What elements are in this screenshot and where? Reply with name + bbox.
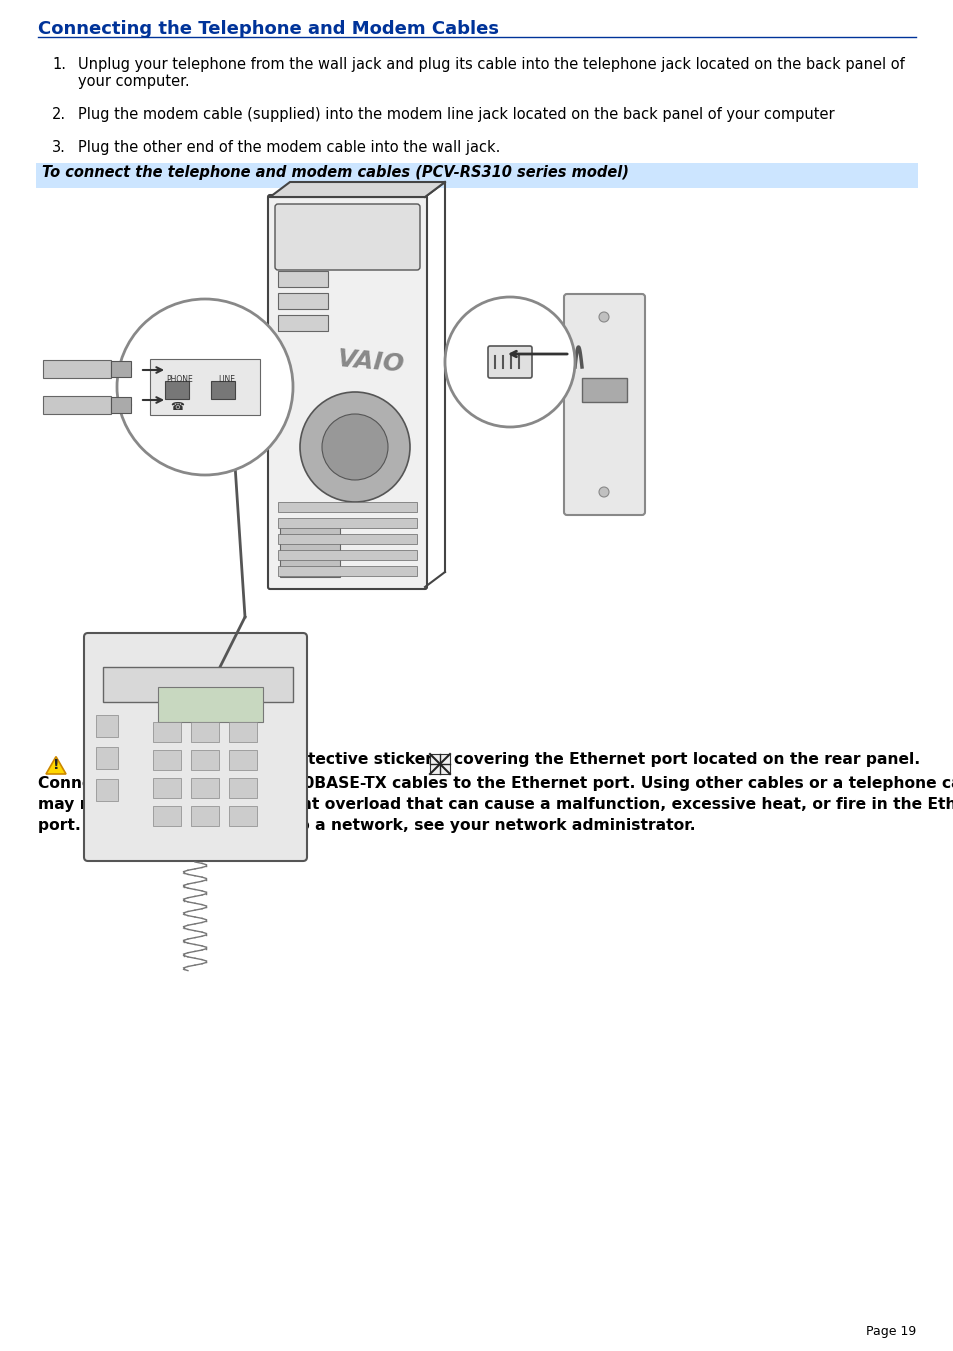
Bar bbox=[277, 272, 328, 286]
Polygon shape bbox=[270, 182, 444, 197]
Circle shape bbox=[322, 413, 388, 480]
Text: 1.: 1. bbox=[52, 57, 66, 72]
Bar bbox=[229, 778, 256, 798]
Text: VAIO: VAIO bbox=[335, 347, 404, 377]
Bar bbox=[277, 550, 416, 561]
Bar bbox=[277, 315, 328, 331]
Bar bbox=[191, 778, 219, 798]
Bar bbox=[277, 534, 416, 544]
Bar bbox=[150, 359, 260, 415]
Bar bbox=[277, 566, 416, 576]
Bar bbox=[152, 778, 181, 798]
Bar bbox=[96, 780, 118, 801]
Bar bbox=[229, 807, 256, 825]
Bar bbox=[191, 721, 219, 742]
Bar bbox=[96, 715, 118, 738]
Bar bbox=[96, 747, 118, 769]
Text: Unplug your telephone from the wall jack and plug its cable into the telephone j: Unplug your telephone from the wall jack… bbox=[78, 57, 903, 89]
Bar bbox=[229, 750, 256, 770]
Bar bbox=[277, 503, 416, 512]
Bar bbox=[111, 361, 131, 377]
FancyBboxPatch shape bbox=[84, 634, 307, 861]
Bar bbox=[229, 721, 256, 742]
FancyBboxPatch shape bbox=[563, 295, 644, 515]
Bar bbox=[277, 293, 328, 309]
Text: 3.: 3. bbox=[52, 141, 66, 155]
FancyBboxPatch shape bbox=[268, 195, 427, 589]
Bar bbox=[158, 688, 263, 721]
Text: 2.: 2. bbox=[52, 107, 66, 122]
Text: !: ! bbox=[52, 758, 59, 771]
Bar bbox=[277, 517, 416, 528]
Bar bbox=[36, 163, 917, 188]
Bar bbox=[152, 807, 181, 825]
FancyBboxPatch shape bbox=[274, 204, 419, 270]
Text: To connect the telephone and modem cables (PCV-RS310 series model): To connect the telephone and modem cable… bbox=[42, 165, 628, 180]
Bar bbox=[191, 807, 219, 825]
Text: Your computer has a protective sticker: Your computer has a protective sticker bbox=[92, 753, 433, 767]
Polygon shape bbox=[46, 757, 66, 774]
Polygon shape bbox=[103, 667, 293, 703]
Bar bbox=[280, 527, 339, 577]
Bar bbox=[211, 381, 234, 399]
Text: Page 19: Page 19 bbox=[864, 1325, 915, 1337]
Text: covering the Ethernet port located on the rear panel.: covering the Ethernet port located on th… bbox=[454, 753, 920, 767]
Circle shape bbox=[598, 312, 608, 322]
Text: port. For help on connecting to a network, see your network administrator.: port. For help on connecting to a networ… bbox=[38, 817, 695, 834]
Bar bbox=[165, 381, 189, 399]
Text: Connect only 10BASE-T and 100BASE-TX cables to the Ethernet port. Using other ca: Connect only 10BASE-T and 100BASE-TX cab… bbox=[38, 775, 953, 790]
Bar bbox=[43, 396, 111, 413]
Text: Plug the modem cable (supplied) into the modem line jack located on the back pan: Plug the modem cable (supplied) into the… bbox=[78, 107, 834, 122]
Bar bbox=[430, 754, 450, 774]
Bar bbox=[43, 359, 111, 378]
Text: ☎: ☎ bbox=[170, 403, 184, 412]
FancyBboxPatch shape bbox=[488, 346, 532, 378]
Circle shape bbox=[444, 297, 575, 427]
Text: LINE: LINE bbox=[218, 374, 235, 384]
Circle shape bbox=[299, 392, 410, 503]
Text: Plug the other end of the modem cable into the wall jack.: Plug the other end of the modem cable in… bbox=[78, 141, 500, 155]
Bar bbox=[581, 378, 626, 403]
Bar bbox=[191, 750, 219, 770]
Bar bbox=[111, 397, 131, 413]
Text: Connecting the Telephone and Modem Cables: Connecting the Telephone and Modem Cable… bbox=[38, 20, 498, 38]
Bar bbox=[152, 750, 181, 770]
Circle shape bbox=[117, 299, 293, 476]
Text: may result in an electric current overload that can cause a malfunction, excessi: may result in an electric current overlo… bbox=[38, 797, 953, 812]
Bar bbox=[152, 721, 181, 742]
Text: PHONE: PHONE bbox=[167, 374, 193, 384]
Circle shape bbox=[598, 486, 608, 497]
